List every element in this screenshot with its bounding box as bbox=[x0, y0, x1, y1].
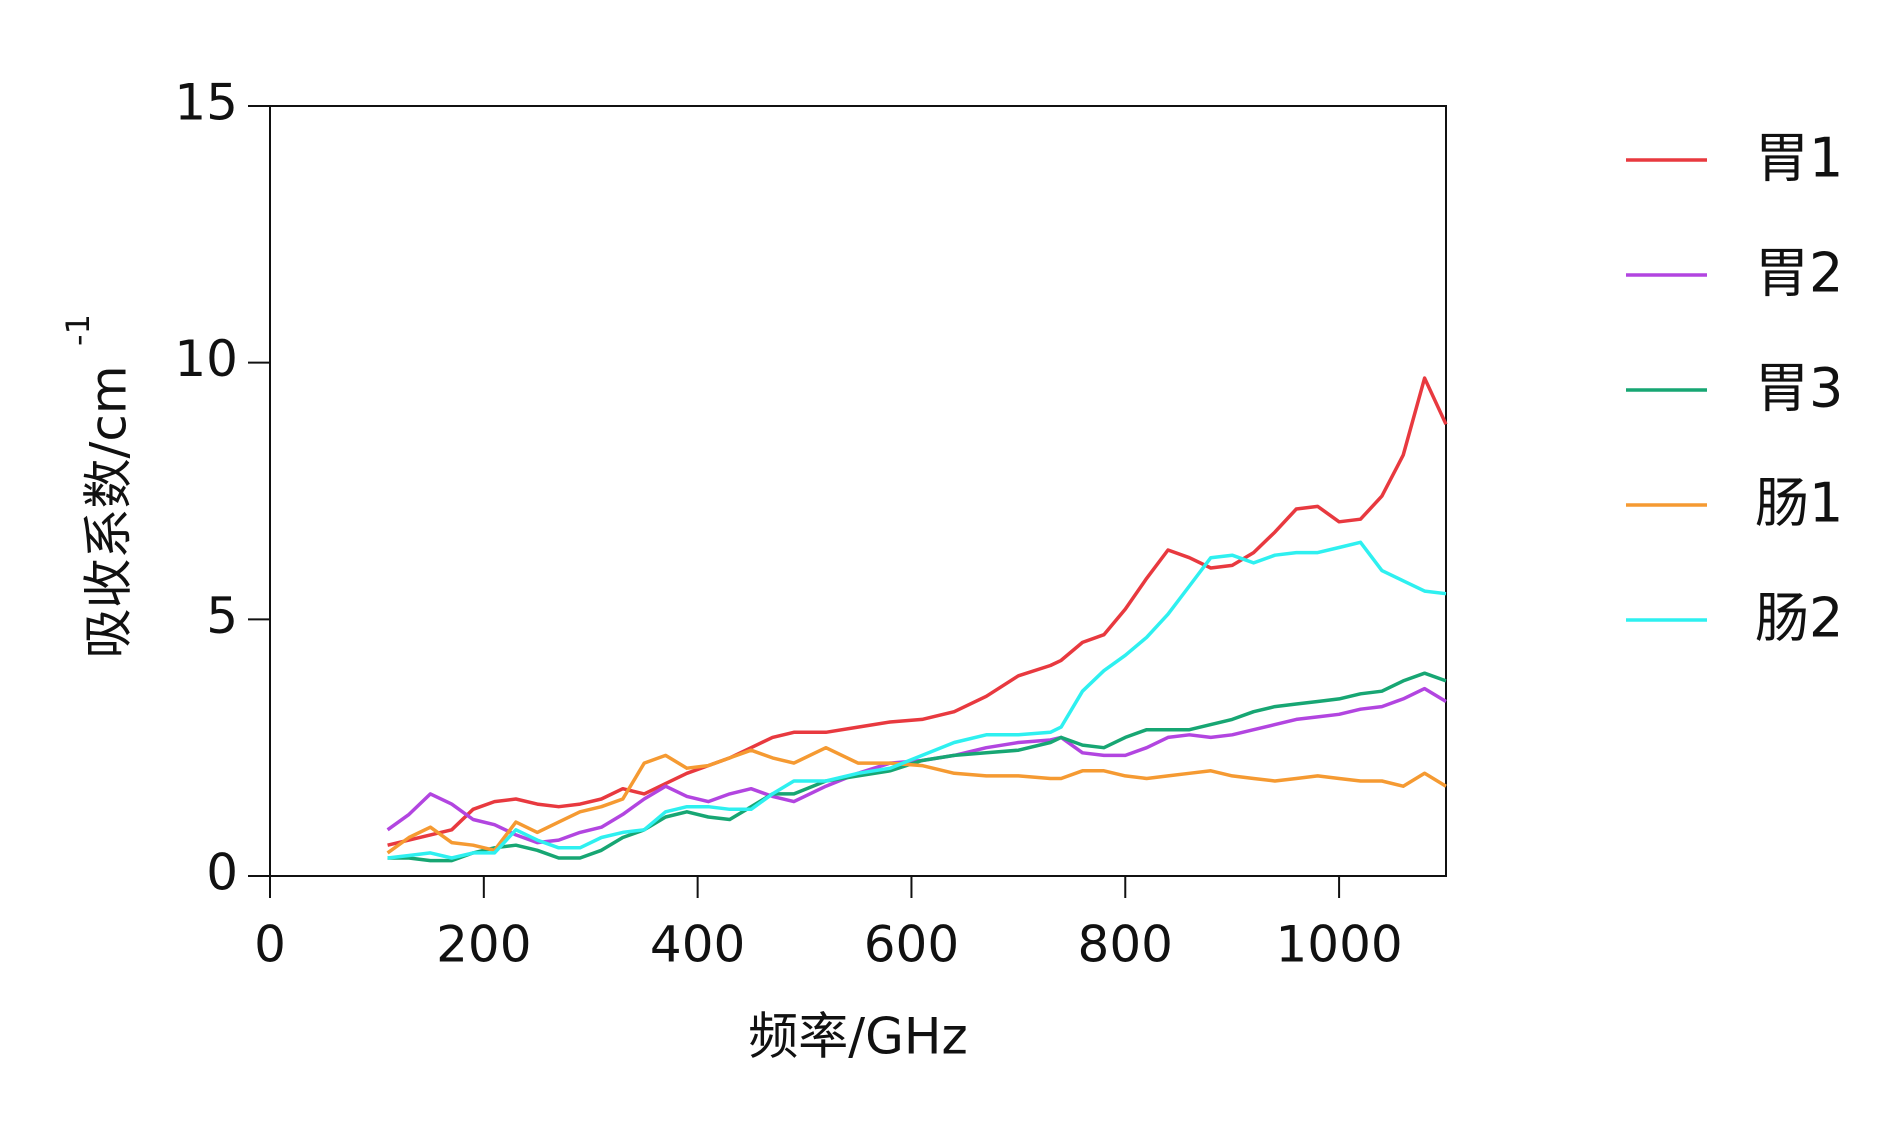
legend-label: 胃2 bbox=[1755, 242, 1843, 305]
y-tick-label: 0 bbox=[206, 844, 238, 902]
legend-label: 胃3 bbox=[1755, 357, 1843, 420]
legend-label: 胃1 bbox=[1755, 127, 1843, 190]
x-tick-label: 200 bbox=[436, 916, 531, 974]
x-tick-label: 1000 bbox=[1275, 916, 1402, 974]
x-axis-title: 频率/GHz bbox=[748, 1008, 967, 1066]
x-tick-label: 0 bbox=[254, 916, 286, 974]
x-tick-label: 400 bbox=[650, 916, 745, 974]
y-tick-label: 15 bbox=[174, 74, 238, 132]
legend-label: 肠1 bbox=[1755, 472, 1843, 535]
y-axis-title-superscript: -1 bbox=[59, 314, 97, 346]
y-tick-label: 10 bbox=[174, 330, 238, 388]
plot-frame bbox=[269, 105, 1447, 877]
series-line bbox=[387, 376, 1448, 847]
series-line bbox=[387, 540, 1447, 860]
y-axis-title: 吸收系数/cm bbox=[80, 365, 138, 658]
y-axis-title-group: 吸收系数/cm -1 bbox=[59, 314, 138, 658]
series-line bbox=[386, 745, 1447, 855]
series-line bbox=[387, 671, 1447, 863]
legend-label: 肠2 bbox=[1755, 587, 1843, 650]
x-tick-label: 800 bbox=[1078, 916, 1173, 974]
y-tick-label: 5 bbox=[206, 587, 238, 645]
x-tick-label: 600 bbox=[864, 916, 959, 974]
